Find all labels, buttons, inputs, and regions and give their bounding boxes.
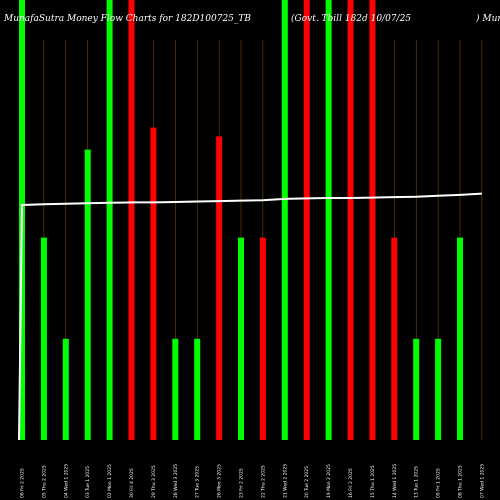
bars (19, 0, 463, 440)
x-tick-label: 14 Wed 1 2025 (392, 464, 398, 498)
bar (216, 136, 223, 440)
chart-title: MunafaSutra Money Flow Charts for 182D10… (3, 13, 500, 24)
x-tick-label: 03 Tue 1 2025 (85, 466, 91, 498)
x-tick-label: 08 Thu 1 2025 (458, 465, 464, 498)
x-tick-label: 06 Fri 2 2025 (20, 468, 26, 498)
money-flow-line (18, 192, 482, 441)
bar (413, 338, 420, 440)
bar (62, 338, 69, 440)
bar (106, 0, 113, 440)
x-tick-label: 23 Fri 2 2025 (239, 468, 245, 498)
bar (128, 0, 135, 440)
bar (325, 0, 332, 440)
money-flow-line-layer (18, 192, 482, 441)
x-tick-label: 22 Thu 2 2025 (260, 465, 266, 498)
bar (303, 0, 310, 440)
bar (150, 127, 157, 440)
bar (259, 237, 266, 440)
bar (391, 237, 398, 440)
x-tick-label: 26 Mon 3 2025 (217, 464, 223, 498)
bar (194, 338, 201, 440)
x-tick-label: 27 Tue 3 2025 (195, 466, 201, 498)
bar (435, 338, 442, 440)
bar (281, 0, 288, 440)
x-tick-label: 19 Mon 2 2025 (326, 464, 332, 498)
x-tick-label: 28 Wed 3 2025 (173, 464, 179, 498)
bar (238, 237, 244, 440)
bar (172, 338, 179, 440)
bar (457, 237, 463, 440)
bar (40, 237, 47, 440)
x-tick-label: 13 Tue 1 2025 (414, 466, 420, 498)
bar (369, 0, 376, 440)
x-tick-label: 05 Thu 2 2025 (41, 465, 47, 498)
x-tick-label: 16 Fri 2 2025 (348, 468, 354, 498)
x-tick-label: 20 Tue 2 2025 (304, 466, 310, 498)
title-right: ) Munafa (475, 13, 500, 24)
x-tick-label: 04 Wed 1 2025 (63, 464, 69, 498)
grid-lines (21, 40, 483, 440)
title-mid: (Govt. Tbill 182d 10/07/25 (291, 13, 411, 24)
bar (84, 149, 91, 440)
x-tick-label: 30 Fri 4 2025 (129, 468, 135, 498)
title-left: MunafaSutra Money Flow Charts for 182D10… (3, 14, 251, 24)
x-tick-label: 09 Fri 1 2025 (436, 468, 442, 498)
x-tick-label: 21 Wed 2 2025 (282, 464, 288, 498)
x-tick-label: 02 Mon 1 2025 (107, 464, 113, 498)
bar (347, 0, 354, 440)
x-tick-label: 15 Thu 1 2025 (370, 465, 376, 498)
x-tick-label: 29 Thu 3 2025 (151, 465, 157, 498)
x-tick-labels: 06 Fri 2 2025 05 Thu 2 2025 04 Wed 1 2025 0… (20, 464, 486, 498)
x-tick-label: 07 Wed 1 2025 (479, 464, 485, 498)
